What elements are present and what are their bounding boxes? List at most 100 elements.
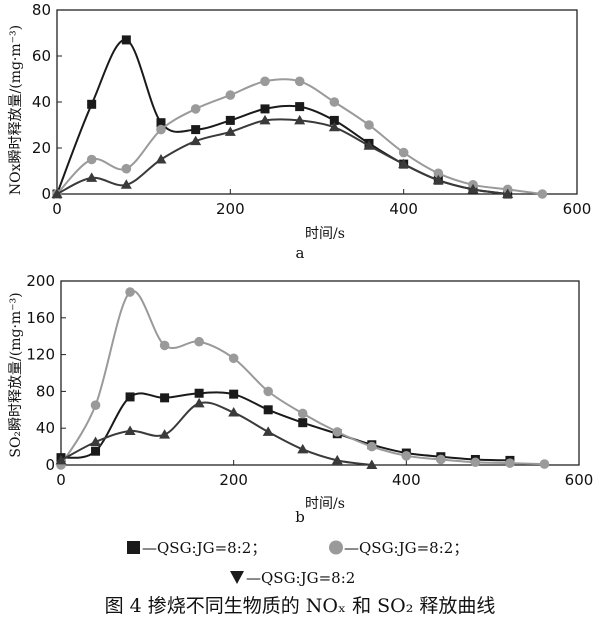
- data-point-triangle: [331, 454, 343, 465]
- data-point-triangle: [124, 425, 136, 435]
- data-point-circle: [436, 454, 446, 465]
- x-tick-label: 0: [52, 200, 62, 218]
- data-point-circle: [537, 189, 548, 199]
- data-point-circle: [364, 120, 374, 130]
- data-point-square: [160, 393, 170, 403]
- y-tick-label: 0: [45, 456, 55, 474]
- data-point-circle: [470, 457, 481, 468]
- data-point-square: [121, 35, 131, 45]
- y-tick-label: 160: [26, 309, 55, 327]
- x-tick-label: 200: [219, 471, 248, 489]
- data-point-square: [229, 389, 239, 399]
- x-tick-label: 0: [56, 471, 66, 489]
- series-line-circle: [56, 78, 543, 195]
- data-point-square: [194, 388, 204, 398]
- legend-label-1: —QSG:JG=8:2；: [142, 539, 266, 557]
- panel-label-a: a: [296, 244, 305, 262]
- figure-caption: 图 4 掺烧不同生物质的 NOₓ 和 SO₂ 释放曲线: [105, 595, 496, 617]
- data-point-circle: [294, 76, 305, 87]
- y-axis-title-b: SO₂瞬时释放量/(mg·m⁻³): [8, 292, 24, 457]
- data-point-square: [87, 99, 97, 109]
- data-point-triangle: [190, 135, 202, 146]
- data-point-triangle: [467, 183, 479, 194]
- data-point-square: [225, 115, 235, 125]
- data-point-triangle: [297, 443, 309, 454]
- y-tick-label: 60: [32, 47, 51, 65]
- data-point-circle: [367, 441, 377, 452]
- x-axis-title-a: 时间/s: [305, 226, 345, 242]
- y-axis-title-a: NOx瞬时释放量/(mg·m⁻³): [8, 25, 24, 195]
- data-point-triangle: [51, 188, 63, 198]
- plot-frame-b: [60, 280, 580, 466]
- chart-panel-b: 0 200 400 600 0 40 80 120 160 200 时间/s SO₂瞬时释放量/(…: [8, 272, 593, 526]
- y-tick-label: 0: [41, 185, 51, 203]
- data-point-circle: [125, 287, 135, 297]
- data-point-circle: [539, 459, 550, 469]
- x-axis-title-b: 时间/s: [305, 496, 345, 512]
- data-point-circle: [190, 104, 201, 114]
- data-point-triangle: [155, 154, 167, 164]
- data-point-triangle: [55, 454, 67, 465]
- legend-marker-square: [127, 541, 140, 554]
- data-point-triangle: [224, 126, 236, 136]
- data-point-triangle: [328, 121, 340, 132]
- data-point-circle: [433, 168, 444, 179]
- data-point-circle: [329, 97, 340, 107]
- y-tick-label: 80: [32, 1, 51, 19]
- y-tick-label: 200: [26, 272, 55, 290]
- series-line-triangle: [56, 118, 508, 195]
- data-point-triangle: [259, 114, 271, 125]
- x-tick-label: 200: [216, 200, 245, 218]
- data-point-square: [260, 104, 270, 114]
- data-point-triangle: [366, 459, 378, 469]
- series-a: [51, 35, 548, 199]
- data-point-square: [125, 392, 135, 402]
- data-point-square: [91, 446, 101, 456]
- data-point-triangle: [228, 407, 240, 417]
- y-tick-label: 20: [32, 139, 51, 157]
- data-point-square: [298, 418, 308, 428]
- ticks-a: 0 200 400 600 0 20 40 60 80: [32, 1, 591, 218]
- data-point-circle: [194, 336, 204, 347]
- x-tick-label: 400: [392, 471, 421, 489]
- data-point-triangle: [120, 179, 132, 189]
- plot-frame-a: [56, 9, 578, 195]
- data-point-square: [329, 115, 339, 125]
- data-point-circle: [297, 408, 308, 419]
- ticks-b: 0 200 400 600 0 40 80 120 160 200: [26, 272, 593, 489]
- data-point-circle: [225, 90, 236, 100]
- series-line-triangle: [60, 401, 372, 466]
- data-point-circle: [90, 400, 101, 411]
- data-point-circle: [121, 163, 132, 174]
- legend-marker-circle: [329, 540, 343, 555]
- series-b: [55, 287, 550, 470]
- y-tick-label: 40: [36, 419, 55, 437]
- legend: —QSG:JG=8:2； —QSG:JG=8:2； —QSG:JG=8:2: [127, 539, 468, 587]
- x-tick-label: 600: [565, 471, 594, 489]
- data-point-circle: [156, 124, 166, 135]
- legend-label-3: —QSG:JG=8:2: [246, 569, 355, 587]
- chart-panel-a: 0 200 400 600 0 20 40 60 80 时间/s NOx瞬时释放量/(mg·m⁻…: [8, 1, 591, 262]
- data-point-triangle: [159, 429, 171, 439]
- data-point-circle: [159, 340, 170, 351]
- data-point-triangle: [502, 188, 514, 198]
- x-tick-label: 400: [389, 200, 418, 218]
- data-point-circle: [86, 154, 97, 165]
- data-point-circle: [228, 353, 239, 364]
- data-point-triangle: [262, 426, 274, 436]
- data-point-square: [263, 405, 273, 415]
- data-point-circle: [398, 147, 409, 158]
- data-point-circle: [401, 451, 412, 461]
- panel-label-b: b: [295, 508, 305, 526]
- data-point-circle: [505, 458, 515, 468]
- series-line-circle: [60, 289, 545, 466]
- legend-marker-triangle: [230, 571, 244, 584]
- data-point-circle: [263, 386, 274, 397]
- data-point-triangle: [432, 174, 444, 185]
- data-point-triangle: [86, 172, 98, 182]
- y-tick-label: 120: [26, 346, 55, 364]
- data-point-triangle: [398, 158, 410, 169]
- data-point-square: [295, 102, 305, 112]
- y-tick-label: 40: [32, 93, 51, 111]
